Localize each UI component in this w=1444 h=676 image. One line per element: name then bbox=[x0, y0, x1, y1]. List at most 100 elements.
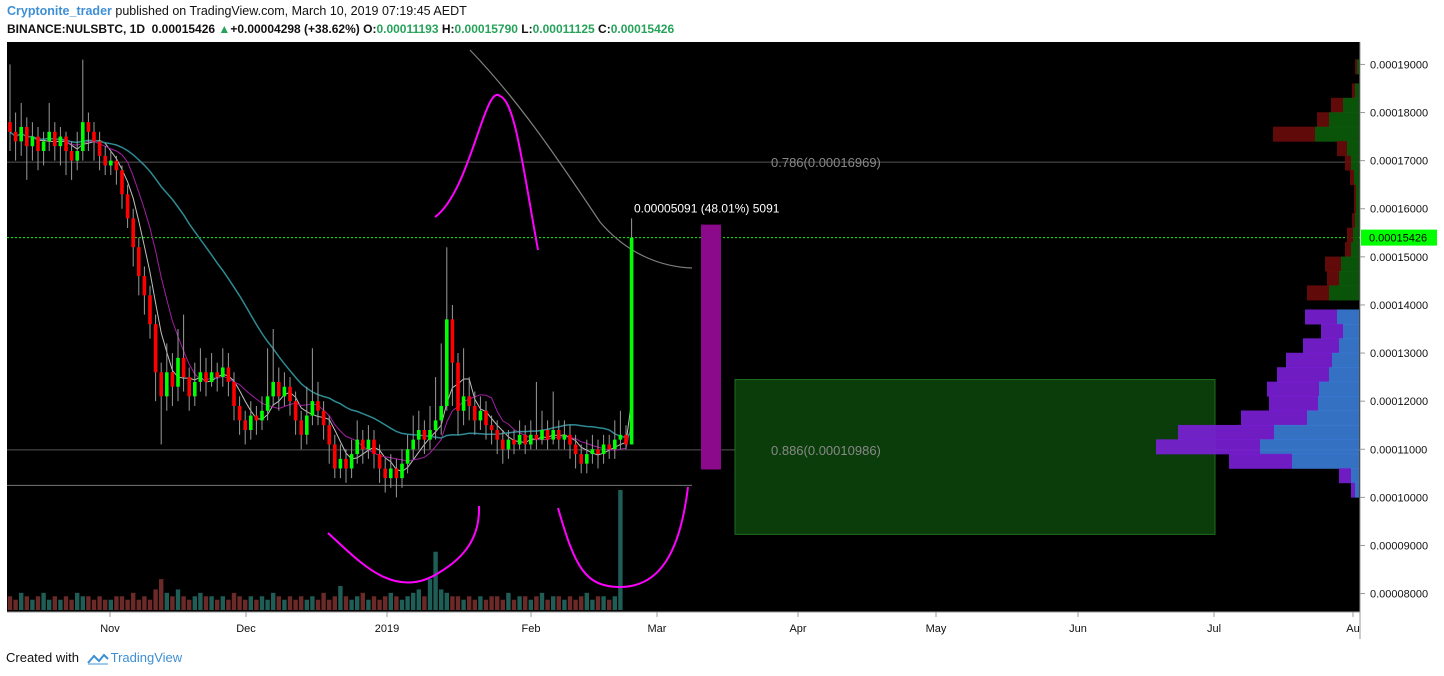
cup-left-annotation bbox=[327, 505, 481, 584]
vp-bar-up bbox=[1329, 285, 1359, 301]
candle-body bbox=[629, 237, 634, 445]
volume-bar bbox=[327, 599, 332, 610]
candle-body bbox=[349, 454, 354, 469]
candle-body bbox=[338, 458, 343, 469]
low-value: 0.00011125 bbox=[532, 22, 595, 36]
candle-body bbox=[484, 410, 488, 426]
candle-body bbox=[237, 405, 242, 421]
candle-body bbox=[53, 131, 57, 147]
candle-body bbox=[506, 439, 511, 450]
time-axis[interactable] bbox=[7, 612, 1360, 642]
candle-body bbox=[277, 381, 281, 397]
candle-body bbox=[8, 122, 12, 132]
candle-body bbox=[193, 381, 197, 397]
axes: 0.00019000 0.00018000 0.00017000 0.00016000… bbox=[7, 42, 1444, 642]
volume-bar bbox=[433, 551, 438, 610]
volume-bar bbox=[24, 596, 29, 610]
publish-text: published on TradingView.com, March 10, … bbox=[111, 4, 467, 18]
volume-bar bbox=[125, 599, 130, 610]
cup-right-annotation bbox=[557, 486, 689, 589]
candle-body bbox=[445, 319, 449, 406]
vp-bar-up bbox=[1357, 59, 1359, 75]
price-chart[interactable]: 0.786(0.00016969) 0.886(0.00010986) 0.00… bbox=[0, 42, 1444, 642]
candle-body bbox=[131, 218, 135, 248]
vp-bar-down bbox=[1229, 453, 1292, 469]
volume-bar bbox=[282, 599, 287, 610]
candle-body bbox=[590, 449, 595, 455]
volume-bars bbox=[7, 490, 623, 610]
volume-bar bbox=[489, 596, 494, 610]
candle-body bbox=[75, 151, 79, 161]
y-tick-label: 0.00013000 bbox=[1370, 348, 1428, 360]
vp-bar-down bbox=[1178, 424, 1274, 440]
price-axis[interactable] bbox=[1360, 42, 1444, 642]
vp-bar-down bbox=[1305, 309, 1337, 325]
candle-body bbox=[293, 401, 298, 421]
candle-body bbox=[226, 367, 231, 382]
candles bbox=[8, 59, 634, 498]
candle-body bbox=[394, 468, 399, 479]
candle-body bbox=[456, 362, 460, 411]
vp-bar-up bbox=[1332, 352, 1359, 368]
tradingview-link[interactable]: TradingView bbox=[110, 650, 183, 665]
vp-bar-down bbox=[1345, 155, 1351, 171]
volume-bar bbox=[75, 592, 80, 610]
y-tick-label: 0.00012000 bbox=[1370, 396, 1428, 408]
symbol-label: BINANCE:NULSBTC, 1D bbox=[7, 22, 145, 36]
volume-bar bbox=[237, 596, 242, 610]
footer: Created with TradingView bbox=[6, 650, 182, 665]
candle-body bbox=[400, 463, 404, 479]
vp-bar-up bbox=[1319, 381, 1359, 397]
vp-bar-down bbox=[1347, 227, 1353, 243]
candle-body bbox=[495, 430, 499, 440]
vp-bar-up bbox=[1355, 213, 1359, 229]
candle-body bbox=[81, 122, 85, 152]
candle-body bbox=[489, 425, 494, 431]
volume-bar bbox=[517, 596, 522, 610]
candle-body bbox=[568, 434, 572, 445]
vp-bar-down bbox=[1351, 482, 1355, 498]
candle-body bbox=[86, 122, 91, 132]
fib-786-label: 0.786(0.00016969) bbox=[771, 155, 881, 170]
volume-bar bbox=[181, 596, 186, 610]
y-tick-label: 0.00016000 bbox=[1370, 204, 1428, 216]
vp-bar-down bbox=[1286, 352, 1332, 368]
volume-bar bbox=[304, 599, 309, 610]
volume-bar bbox=[220, 596, 225, 610]
x-tick-label: Feb bbox=[522, 623, 541, 635]
vp-bar-up bbox=[1351, 155, 1359, 171]
candle-body bbox=[36, 136, 40, 152]
vp-bar-up bbox=[1341, 256, 1359, 272]
author-link[interactable]: Cryptonite_trader bbox=[7, 4, 112, 18]
candle-body bbox=[114, 160, 119, 171]
candle-body bbox=[433, 420, 438, 431]
volume-bar bbox=[13, 599, 18, 610]
candle-body bbox=[249, 415, 253, 431]
vp-bar-up bbox=[1260, 439, 1359, 455]
candle-body bbox=[170, 372, 175, 387]
candle-body bbox=[523, 434, 527, 445]
y-tick-label: 0.00014000 bbox=[1370, 300, 1428, 312]
volume-bar bbox=[30, 599, 35, 610]
candle-body bbox=[618, 434, 623, 440]
vp-bar-down bbox=[1339, 468, 1351, 484]
last-price-tag-bg bbox=[1361, 229, 1437, 246]
volume-bar bbox=[399, 599, 405, 610]
volume-bar bbox=[198, 592, 203, 610]
volume-bar bbox=[371, 596, 377, 610]
candle-body bbox=[137, 247, 141, 277]
volume-bar bbox=[355, 596, 360, 610]
vp-bar-up bbox=[1329, 112, 1359, 128]
candle-body bbox=[596, 449, 600, 455]
candle-body bbox=[282, 386, 287, 397]
volume-bar bbox=[170, 596, 175, 610]
x-tick-label: Dec bbox=[236, 623, 256, 635]
candle-body bbox=[461, 396, 466, 411]
annotations bbox=[327, 93, 689, 589]
volume-bar bbox=[52, 596, 57, 610]
ma-mid-line bbox=[9, 131, 633, 462]
x-tick-label: May bbox=[926, 623, 947, 635]
candle-body bbox=[58, 136, 63, 147]
volume-bar bbox=[405, 596, 410, 610]
volume-bar bbox=[377, 599, 382, 610]
